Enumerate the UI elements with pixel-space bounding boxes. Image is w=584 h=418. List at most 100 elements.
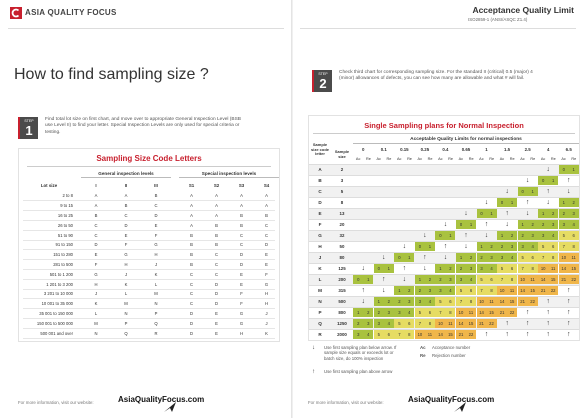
rejection-number: 3 (424, 286, 435, 295)
lot-size: 3 201 to 10 000 (43, 291, 73, 297)
acceptance-number: 2 (373, 308, 384, 317)
re-header: Re (509, 157, 515, 161)
code-letter: H (94, 281, 98, 287)
lot-size: 9 to 15 (60, 203, 73, 209)
acceptance-number: 2 (353, 319, 364, 328)
code-letter: B (265, 212, 268, 218)
rejection-number: 8 (404, 330, 415, 339)
rejection-number: 1 (404, 253, 415, 262)
code-letter: A (94, 203, 98, 209)
row-band (309, 208, 579, 219)
code-letter: E (94, 252, 98, 258)
column-header: III (154, 182, 158, 188)
sample-size: 800 (338, 310, 346, 315)
rejection-number: 11 (527, 275, 538, 284)
plan-arrow: ↑ (484, 221, 489, 228)
re-header: Re (448, 157, 454, 161)
sample-size: 80 (339, 255, 345, 260)
column-group: Special inspection levels (179, 169, 279, 178)
acceptance-number: 10 (456, 308, 466, 317)
footer-arrow (454, 402, 466, 412)
logo-text: ASIA QUALITY FOCUS (25, 8, 117, 17)
lot-size: 150 001 to 500 000 (36, 320, 73, 326)
acceptance-number: 10 (517, 275, 528, 284)
acceptance-number: 2 (456, 264, 466, 273)
lot-size: 51 to 90 (57, 232, 73, 238)
code-letter: Q (124, 330, 128, 336)
acceptance-number: 1 (538, 209, 549, 218)
plan-arrow: ↓ (423, 265, 427, 272)
rejection-number: 2 (527, 220, 538, 229)
aql-value: 0 (362, 147, 365, 152)
header-rule (300, 28, 576, 29)
acceptance-number: 1 (353, 308, 364, 317)
rejection-number: 8 (548, 253, 559, 262)
code-letter: E (240, 271, 243, 277)
code-letter: C (189, 291, 194, 297)
plan-arrow: ↓ (525, 177, 530, 184)
code-letter: F (240, 301, 243, 307)
plan-arrow: ↓ (382, 254, 386, 261)
code-letter: C (239, 242, 244, 248)
acceptance-number: 3 (353, 330, 364, 339)
aql-value: 1 (485, 147, 488, 152)
acceptance-number: 1 (558, 198, 569, 207)
code-letter: A (265, 193, 268, 199)
plan-arrow: ↓ (382, 287, 386, 294)
re-header: Re (386, 157, 392, 161)
row-rule (23, 259, 275, 260)
acceptance-number: 3 (373, 319, 384, 328)
plan-arrow: ↑ (423, 254, 427, 261)
code-letter: J (124, 271, 128, 277)
rejection-number: 22 (486, 319, 497, 328)
code-letter: A (215, 193, 218, 199)
re-header: Re (530, 157, 536, 161)
rejection-number: 2 (383, 297, 394, 306)
code-letter: E (265, 252, 268, 258)
row-band (309, 197, 579, 208)
acceptance-number: 5 (414, 308, 425, 317)
row-band (309, 241, 579, 252)
rejection-number: 2 (568, 198, 579, 207)
sample-size: 32 (339, 233, 345, 238)
header-title: Acceptance Quality Limit (472, 5, 574, 15)
rejection-number: 11 (445, 319, 456, 328)
code-letter: M (154, 291, 158, 297)
code-letter: B (215, 232, 218, 238)
column-header: Lot size (40, 182, 58, 188)
legend-symbol: ↓ (312, 345, 315, 351)
code-letter: C (264, 222, 269, 228)
acceptance-number: 14 (497, 297, 508, 306)
rejection-number: 3 (466, 264, 476, 273)
acceptance-number: 14 (456, 319, 466, 328)
step-text: Check third chart for corresponding samp… (339, 70, 533, 82)
code-letter: N (124, 310, 128, 316)
rejection-number: 4 (568, 220, 579, 229)
acceptance-number: 7 (394, 330, 405, 339)
acceptance-number: 0 (373, 264, 384, 273)
rejection-number: 2 (445, 264, 456, 273)
plan-arrow: ↓ (546, 166, 550, 173)
acceptance-number: 5 (456, 286, 466, 295)
rejection-number: 2 (486, 242, 497, 251)
code-letter: C (264, 232, 269, 238)
code-letter: D (239, 252, 244, 258)
legend-text: Use first sampling plan above arrow (324, 369, 393, 374)
acceptance-number: 3 (476, 264, 487, 273)
code-letter: B (240, 212, 243, 218)
code-letter: D (214, 301, 219, 307)
code-letter: D (214, 291, 219, 297)
rejection-number: 6 (568, 231, 579, 240)
sample-size: 50 (339, 244, 345, 249)
re-header: Re (427, 157, 433, 161)
row-rule (23, 298, 275, 299)
rejection-number: 2 (404, 286, 415, 295)
code-letter: A (215, 203, 218, 209)
plan-arrow: ↓ (443, 254, 448, 261)
step-label: STEP (318, 72, 328, 76)
column-header: S2 (213, 182, 220, 188)
re-header: Re (468, 157, 474, 161)
code-letter: B (154, 193, 158, 199)
rejection-number: 1 (424, 242, 435, 251)
code-letter: D (264, 242, 269, 248)
